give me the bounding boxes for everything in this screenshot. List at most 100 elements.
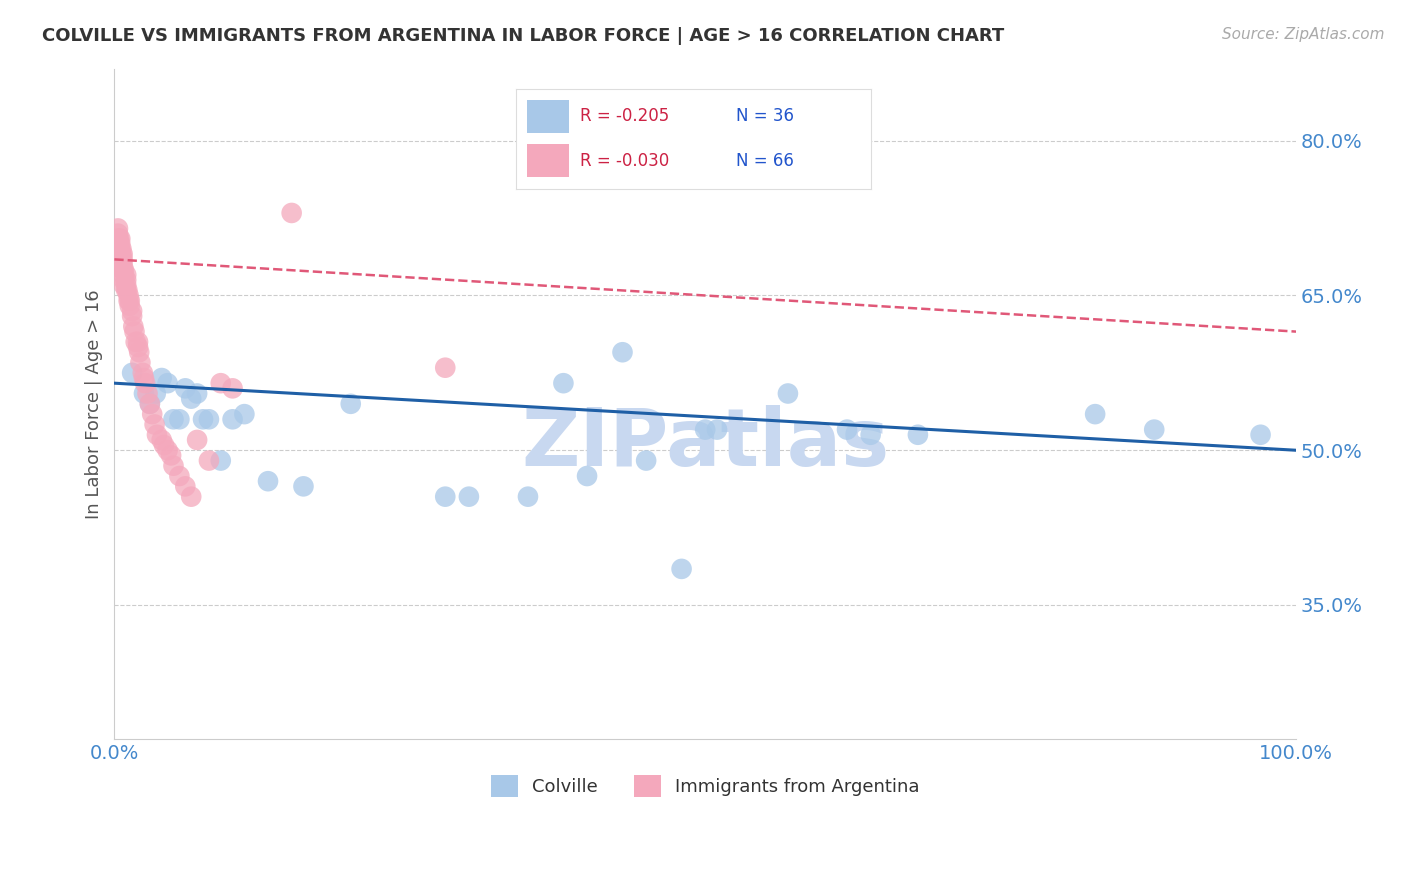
- Point: [111, 262, 134, 277]
- Point: [221, 412, 243, 426]
- Point: [233, 407, 256, 421]
- Point: [156, 443, 179, 458]
- Point: [156, 376, 179, 391]
- Point: [132, 366, 155, 380]
- Point: [110, 242, 132, 256]
- Point: [115, 278, 138, 293]
- Point: [180, 392, 202, 406]
- Point: [553, 376, 575, 391]
- Point: [671, 562, 693, 576]
- Point: [132, 371, 155, 385]
- Point: [907, 427, 929, 442]
- Point: [110, 252, 132, 267]
- Point: [117, 288, 139, 302]
- Point: [115, 273, 138, 287]
- Point: [162, 412, 184, 426]
- Point: [128, 345, 150, 359]
- Point: [457, 490, 479, 504]
- Point: [169, 469, 191, 483]
- Point: [257, 474, 280, 488]
- Point: [209, 376, 232, 391]
- Point: [107, 247, 129, 261]
- Point: [198, 412, 221, 426]
- Text: ZIPatlas: ZIPatlas: [522, 405, 890, 483]
- Point: [180, 490, 202, 504]
- Point: [107, 242, 129, 256]
- Point: [121, 366, 143, 380]
- Text: Source: ZipAtlas.com: Source: ZipAtlas.com: [1222, 27, 1385, 42]
- Point: [107, 232, 129, 246]
- Point: [127, 340, 149, 354]
- Point: [112, 273, 135, 287]
- Point: [186, 433, 208, 447]
- Point: [107, 221, 129, 235]
- Point: [146, 427, 169, 442]
- Legend: Colville, Immigrants from Argentina: Colville, Immigrants from Argentina: [484, 767, 927, 804]
- Point: [122, 319, 145, 334]
- Point: [191, 412, 214, 426]
- Point: [125, 334, 148, 349]
- Point: [706, 423, 728, 437]
- Point: [115, 268, 138, 282]
- Point: [1084, 407, 1107, 421]
- Point: [339, 397, 361, 411]
- Point: [108, 232, 131, 246]
- Point: [117, 293, 139, 308]
- Point: [198, 453, 221, 467]
- Point: [153, 438, 176, 452]
- Point: [118, 299, 141, 313]
- Point: [169, 412, 191, 426]
- Point: [110, 242, 132, 256]
- Point: [280, 206, 302, 220]
- Point: [107, 227, 129, 241]
- Point: [112, 262, 135, 277]
- Point: [110, 258, 132, 272]
- Y-axis label: In Labor Force | Age > 16: In Labor Force | Age > 16: [86, 289, 103, 518]
- Point: [434, 360, 457, 375]
- Point: [434, 490, 457, 504]
- Point: [141, 407, 163, 421]
- Point: [111, 247, 134, 261]
- Point: [150, 433, 173, 447]
- Point: [776, 386, 799, 401]
- Point: [174, 381, 197, 395]
- Point: [1250, 427, 1272, 442]
- Point: [136, 386, 159, 401]
- Point: [110, 236, 132, 251]
- Point: [110, 247, 132, 261]
- Point: [139, 397, 162, 411]
- Point: [110, 232, 132, 246]
- Text: COLVILLE VS IMMIGRANTS FROM ARGENTINA IN LABOR FORCE | AGE > 16 CORRELATION CHAR: COLVILLE VS IMMIGRANTS FROM ARGENTINA IN…: [42, 27, 1004, 45]
- Point: [111, 258, 134, 272]
- Point: [134, 376, 156, 391]
- Point: [517, 490, 540, 504]
- Point: [110, 252, 132, 267]
- Point: [107, 236, 129, 251]
- Point: [292, 479, 315, 493]
- Point: [127, 334, 149, 349]
- Point: [209, 453, 232, 467]
- Point: [118, 293, 141, 308]
- Point: [110, 247, 132, 261]
- Point: [636, 453, 658, 467]
- Point: [108, 242, 131, 256]
- Point: [112, 278, 135, 293]
- Point: [221, 381, 243, 395]
- Point: [132, 386, 155, 401]
- Point: [835, 423, 858, 437]
- Point: [1143, 423, 1166, 437]
- Point: [162, 458, 184, 473]
- Point: [129, 355, 152, 369]
- Point: [612, 345, 634, 359]
- Point: [174, 479, 197, 493]
- Point: [150, 371, 173, 385]
- Point: [139, 397, 162, 411]
- Point: [145, 386, 167, 401]
- Point: [695, 423, 717, 437]
- Point: [121, 304, 143, 318]
- Point: [143, 417, 166, 432]
- Point: [108, 236, 131, 251]
- Point: [117, 283, 139, 297]
- Point: [115, 283, 138, 297]
- Point: [121, 309, 143, 323]
